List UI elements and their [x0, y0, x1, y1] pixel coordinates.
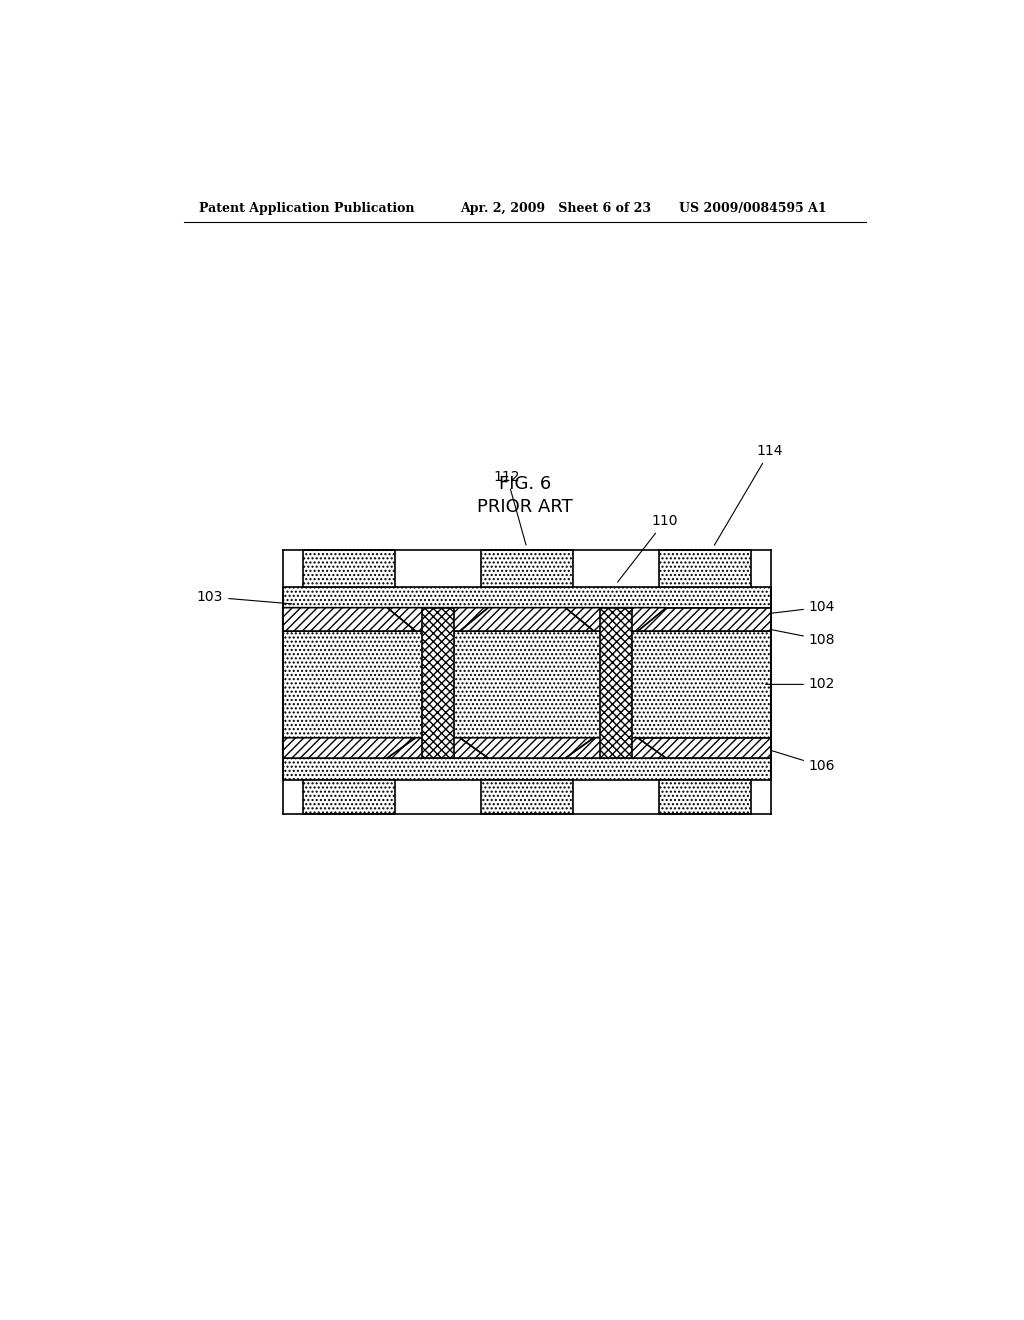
Bar [283, 587, 771, 607]
Polygon shape [638, 607, 771, 631]
Text: 112: 112 [494, 470, 526, 545]
Polygon shape [638, 738, 771, 758]
Text: Patent Application Publication: Patent Application Publication [200, 202, 415, 215]
Bar [283, 738, 771, 758]
Text: US 2009/0084595 A1: US 2009/0084595 A1 [679, 202, 826, 215]
Bar [422, 607, 454, 758]
Polygon shape [283, 738, 416, 758]
Polygon shape [387, 607, 488, 631]
Bar [480, 549, 572, 587]
Polygon shape [460, 607, 594, 631]
Text: 102: 102 [766, 677, 836, 692]
Bar [283, 758, 771, 780]
Polygon shape [460, 738, 594, 758]
Bar [600, 607, 632, 758]
Polygon shape [565, 607, 667, 631]
Polygon shape [283, 607, 416, 631]
Text: 106: 106 [766, 748, 836, 774]
Text: Apr. 2, 2009   Sheet 6 of 23: Apr. 2, 2009 Sheet 6 of 23 [460, 202, 650, 215]
Text: 104: 104 [766, 601, 836, 614]
Polygon shape [565, 738, 667, 758]
Polygon shape [387, 738, 488, 758]
Text: 108: 108 [766, 628, 836, 647]
Bar [283, 631, 771, 738]
Text: PRIOR ART: PRIOR ART [477, 498, 572, 516]
Text: 110: 110 [617, 515, 678, 582]
Text: 114: 114 [715, 445, 783, 545]
Text: FIG. 6: FIG. 6 [499, 475, 551, 492]
Bar [283, 607, 771, 631]
Bar [658, 780, 751, 814]
Bar [303, 549, 394, 587]
Bar [303, 780, 394, 814]
Bar [658, 549, 751, 587]
Text: 103: 103 [197, 590, 292, 605]
Bar [480, 780, 572, 814]
